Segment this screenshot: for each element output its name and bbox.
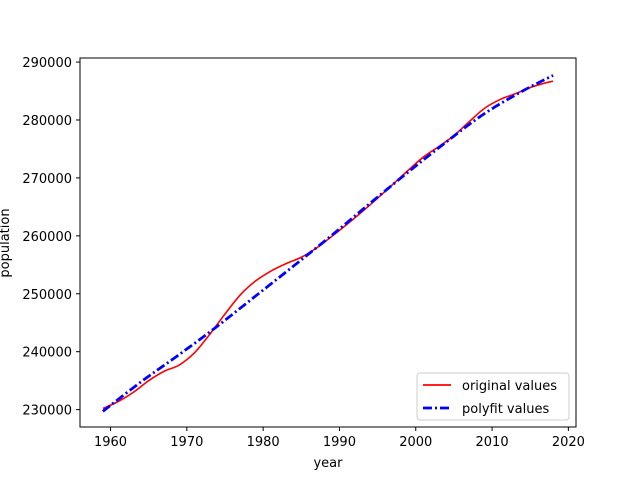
plot-area-frame [79,57,577,428]
x-axis-ticks: 1960 1970 1980 1990 2000 2010 2020 [94,427,585,450]
y-tick-label: 250000 [22,288,72,303]
axes [79,57,577,428]
y-tick-label: 290000 [22,56,72,71]
y-tick-label: 240000 [22,346,72,361]
x-tick-label: 1970 [170,435,203,450]
y-axis-label: population [0,208,13,277]
legend: original values polyfit values [416,372,570,421]
y-tick-label: 230000 [22,404,72,419]
x-tick-label: 2020 [552,435,585,450]
x-axis-label: year [313,456,343,471]
series-line-1 [102,74,554,413]
y-axis-ticks: 230000 240000 250000 260000 270000 280000 2900… [22,56,80,419]
y-tick-label: 260000 [22,230,72,245]
x-tick-label: 1980 [247,435,280,450]
x-tick-label: 1990 [323,435,356,450]
y-tick-label: 270000 [22,172,72,187]
x-tick-label: 1960 [94,435,127,450]
legend-label-original: original values [462,379,557,394]
series-line-0 [102,80,554,410]
y-tick-label: 280000 [22,114,72,129]
legend-box [416,372,570,421]
x-tick-label: 2010 [476,435,509,450]
plot-lines [102,74,554,413]
x-tick-label: 2000 [399,435,432,450]
legend-label-polyfit: polyfit values [462,402,549,417]
